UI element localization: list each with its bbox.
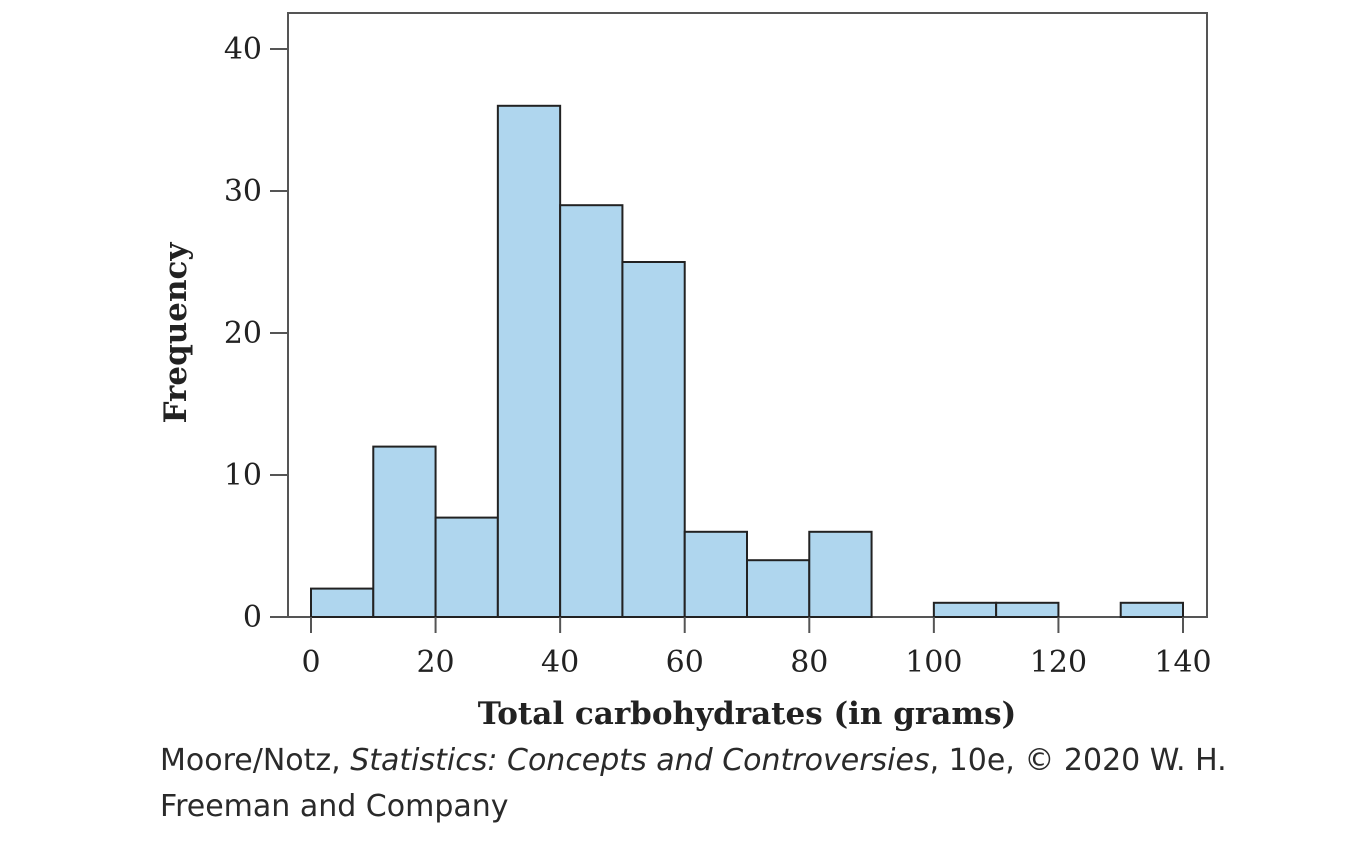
bar-40-50 — [559, 204, 624, 618]
x-tick-label-20: 20 — [416, 645, 454, 680]
x-tick-label-100: 100 — [905, 645, 962, 680]
x-tick-label-40: 40 — [541, 645, 579, 680]
bar-50-60 — [621, 261, 686, 618]
bar-100-110 — [932, 601, 998, 618]
bars-group — [310, 104, 1184, 619]
bar-70-80 — [746, 559, 811, 619]
caption-prefix: Moore/Notz, — [160, 743, 351, 778]
bar-130-140 — [1119, 601, 1184, 618]
histogram-chart: 0 10 20 30 40 0 20 40 60 80 100 120 140 Frequency T… — [158, 12, 1212, 732]
y-tick-label-40: 40 — [224, 32, 262, 67]
x-tick-label-120: 120 — [1030, 645, 1087, 680]
x-tick-label-60: 60 — [666, 645, 704, 680]
source-caption: Moore/Notz, Statistics: Concepts and Con… — [160, 738, 1260, 830]
bar-80-90 — [808, 530, 873, 618]
y-axis-title: Frequency — [158, 242, 194, 424]
x-tick-label-0: 0 — [301, 645, 320, 680]
y-tick-label-0: 0 — [243, 600, 262, 635]
bar-30-40 — [496, 104, 562, 619]
x-axis-title: Total carbohydrates (in grams) — [478, 696, 1017, 732]
caption-book-title: Statistics: Concepts and Controversies — [350, 743, 930, 778]
y-tick-label-30: 30 — [224, 174, 262, 209]
x-tick-label-80: 80 — [790, 645, 828, 680]
y-tick-label-20: 20 — [224, 316, 262, 351]
y-tick-label-10: 10 — [224, 458, 262, 493]
caption-suffix: , 10e, © 2020 W. H. Freeman and Company — [160, 743, 1227, 824]
bar-110-120 — [995, 601, 1060, 618]
x-axis: 0 20 40 60 80 100 120 140 — [301, 617, 1212, 680]
y-axis: 0 10 20 30 40 — [224, 32, 288, 635]
bar-10-20 — [372, 445, 437, 618]
bar-0-10 — [310, 587, 375, 618]
bar-20-30 — [434, 516, 499, 618]
x-tick-label-140: 140 — [1154, 645, 1211, 680]
bar-60-70 — [683, 530, 749, 618]
